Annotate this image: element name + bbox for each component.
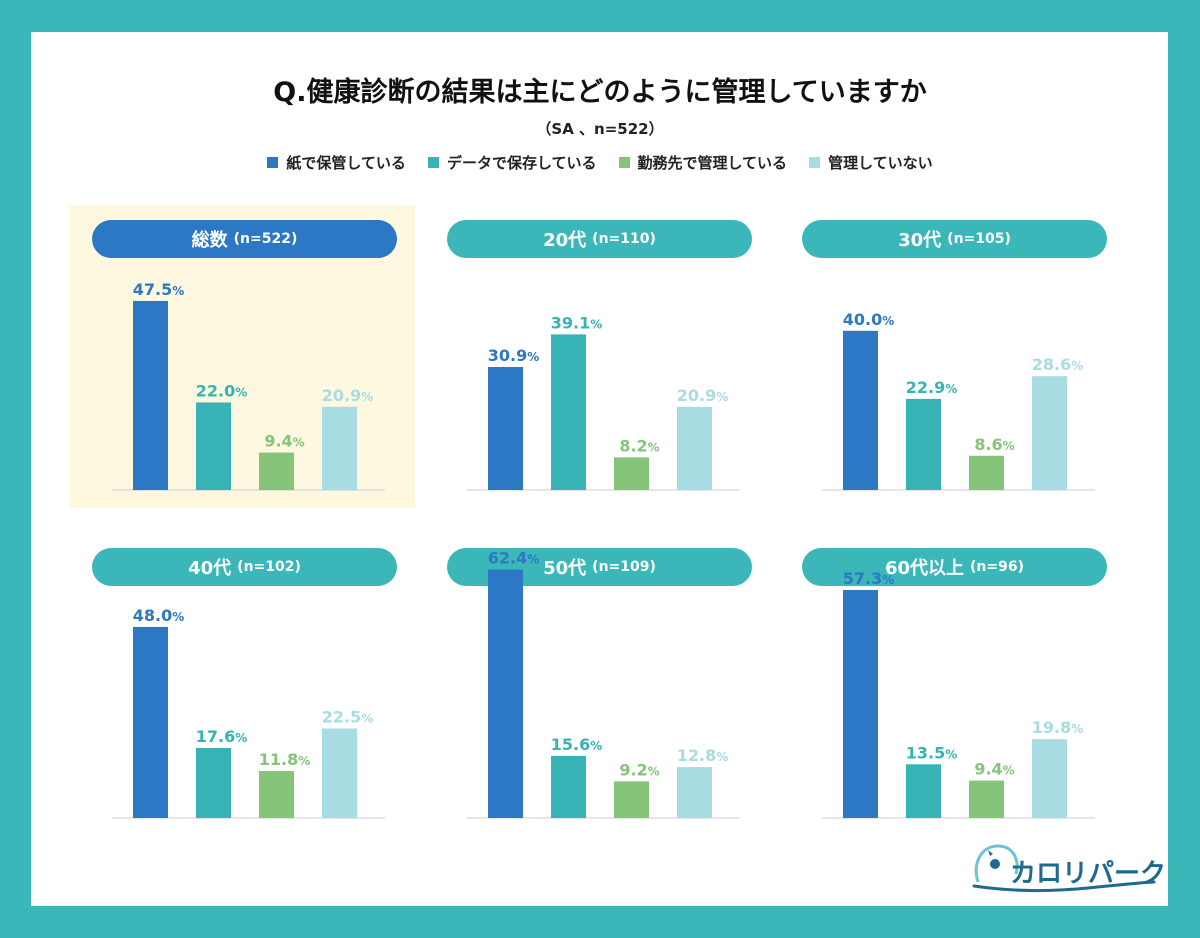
legend-swatch: [267, 157, 279, 168]
legend-item-digital: データで保存している: [427, 152, 597, 173]
data-label: 48.0%: [133, 606, 185, 625]
panel-50s: 50代 (n=109) 62.4% 15.6% 9.2% 12.8%: [447, 548, 767, 838]
data-label: 11.8%: [259, 750, 311, 769]
panel-header: 50代 (n=109): [447, 548, 752, 586]
panel-20s: 20代 (n=110) 30.9% 39.1% 8.2% 20.9%: [447, 220, 767, 510]
data-label: 8.2%: [619, 436, 659, 455]
data-label: 28.6%: [1032, 355, 1084, 374]
data-label: 12.8%: [677, 746, 729, 765]
data-label: 22.9%: [906, 378, 958, 397]
bar-chart-40s: 48.0% 17.6% 11.8% 22.5%: [112, 606, 385, 819]
panel-label: 30代: [898, 230, 942, 251]
panel-label: 20代: [543, 230, 587, 251]
data-label: 20.9%: [322, 386, 374, 405]
panel-header: 40代 (n=102): [92, 548, 397, 586]
bar: [906, 764, 941, 818]
logo-text: カロリパークス: [1010, 859, 1163, 889]
bar: [677, 767, 712, 818]
bar: [488, 569, 523, 818]
bar: [843, 330, 878, 490]
bar: [259, 771, 294, 818]
panel-header: 20代 (n=110): [447, 220, 752, 258]
panel-n: (n=102): [237, 559, 301, 575]
bar: [196, 402, 231, 490]
legend-label: 管理していない: [828, 154, 933, 172]
mascot-logo-icon: カロリパークス: [972, 844, 1191, 893]
legend-label: 勤務先で管理している: [637, 154, 788, 172]
bar-chart-20s: 30.9% 39.1% 8.2% 20.9%: [467, 313, 740, 491]
bar: [322, 728, 357, 818]
bar: [906, 398, 941, 490]
bar: [196, 747, 231, 818]
bar: [133, 626, 168, 818]
data-label: 30.9%: [488, 346, 540, 365]
bar: [551, 755, 586, 818]
brand-logo: カロリパークス: [968, 838, 1191, 902]
data-label: 15.6%: [551, 735, 603, 754]
bar: [969, 455, 1004, 490]
panel-n: (n=522): [233, 231, 298, 247]
panel-header: 30代 (n=105): [802, 220, 1107, 258]
panel-label: 50代: [543, 558, 587, 579]
legend-item-none: 管理していない: [809, 152, 933, 173]
bar: [1032, 739, 1067, 818]
bar: [969, 780, 1004, 818]
panel-40s: 40代 (n=102) 48.0% 17.6% 11.8% 22.5%: [92, 548, 412, 838]
bar: [259, 452, 294, 490]
data-label: 22.5%: [322, 707, 374, 726]
data-label: 8.6%: [974, 435, 1014, 454]
panel-total: 総数 (n=522) 47.5% 22.0% 9.4% 20.9%: [92, 220, 412, 510]
legend-item-paper: 紙で保管している: [267, 152, 406, 173]
data-label: 47.5%: [133, 280, 185, 299]
bar-chart-total: 47.5% 22.0% 9.4% 20.9%: [112, 280, 385, 491]
chart-subtitle: （SA 、n=522）: [536, 120, 664, 138]
data-label: 13.5%: [906, 743, 958, 762]
bar: [551, 334, 586, 490]
panel-n: (n=109): [592, 559, 656, 575]
data-label: 17.6%: [196, 727, 248, 746]
legend: 紙で保管している データで保存している 勤務先で管理している 管理していない: [0, 152, 1200, 173]
panel-60s-plus: 60代以上 (n=96) 57.3% 13.5% 9.4% 19.8%: [802, 548, 1122, 838]
bar: [677, 406, 712, 490]
panel-n: (n=110): [592, 231, 656, 247]
bar: [614, 781, 649, 818]
bar: [322, 406, 357, 490]
data-label: 9.2%: [619, 760, 659, 779]
legend-swatch: [809, 157, 821, 168]
panel-label: 総数: [191, 230, 228, 251]
bar: [133, 300, 168, 490]
panel-header: 60代以上 (n=96): [802, 548, 1107, 586]
data-label: 62.4%: [488, 549, 540, 568]
bar: [843, 589, 878, 818]
panel-label: 60代以上: [884, 558, 965, 579]
data-label: 22.0%: [196, 381, 248, 400]
bar: [614, 457, 649, 490]
chart-title: Q.健康診断の結果は主にどのように管理していますか: [273, 77, 927, 108]
data-label: 40.0%: [843, 310, 895, 329]
data-label: 57.3%: [843, 569, 895, 588]
data-label: 9.4%: [264, 432, 304, 451]
bar: [488, 367, 523, 490]
data-label: 9.4%: [974, 760, 1014, 779]
panel-n: (n=105): [947, 231, 1011, 247]
data-label: 19.8%: [1032, 718, 1084, 737]
panel-header: 総数 (n=522): [92, 220, 397, 258]
data-label: 39.1%: [551, 313, 603, 332]
panel-n: (n=96): [970, 559, 1025, 575]
bar-chart-50s: 62.4% 15.6% 9.2% 12.8%: [467, 549, 740, 819]
legend-item-employer: 勤務先で管理している: [618, 152, 788, 173]
legend-swatch: [427, 157, 439, 168]
bar-chart-60s-plus: 57.3% 13.5% 9.4% 19.8%: [822, 569, 1095, 819]
legend-label: データで保存している: [446, 154, 597, 172]
bar: [1032, 376, 1067, 490]
panel-label: 40代: [188, 558, 232, 579]
panel-30s: 30代 (n=105) 40.0% 22.9% 8.6% 28.6%: [802, 220, 1122, 510]
bar-chart-30s: 40.0% 22.9% 8.6% 28.6%: [822, 310, 1095, 491]
data-label: 20.9%: [677, 386, 729, 405]
legend-label: 紙で保管している: [286, 154, 406, 172]
legend-swatch: [618, 157, 630, 168]
